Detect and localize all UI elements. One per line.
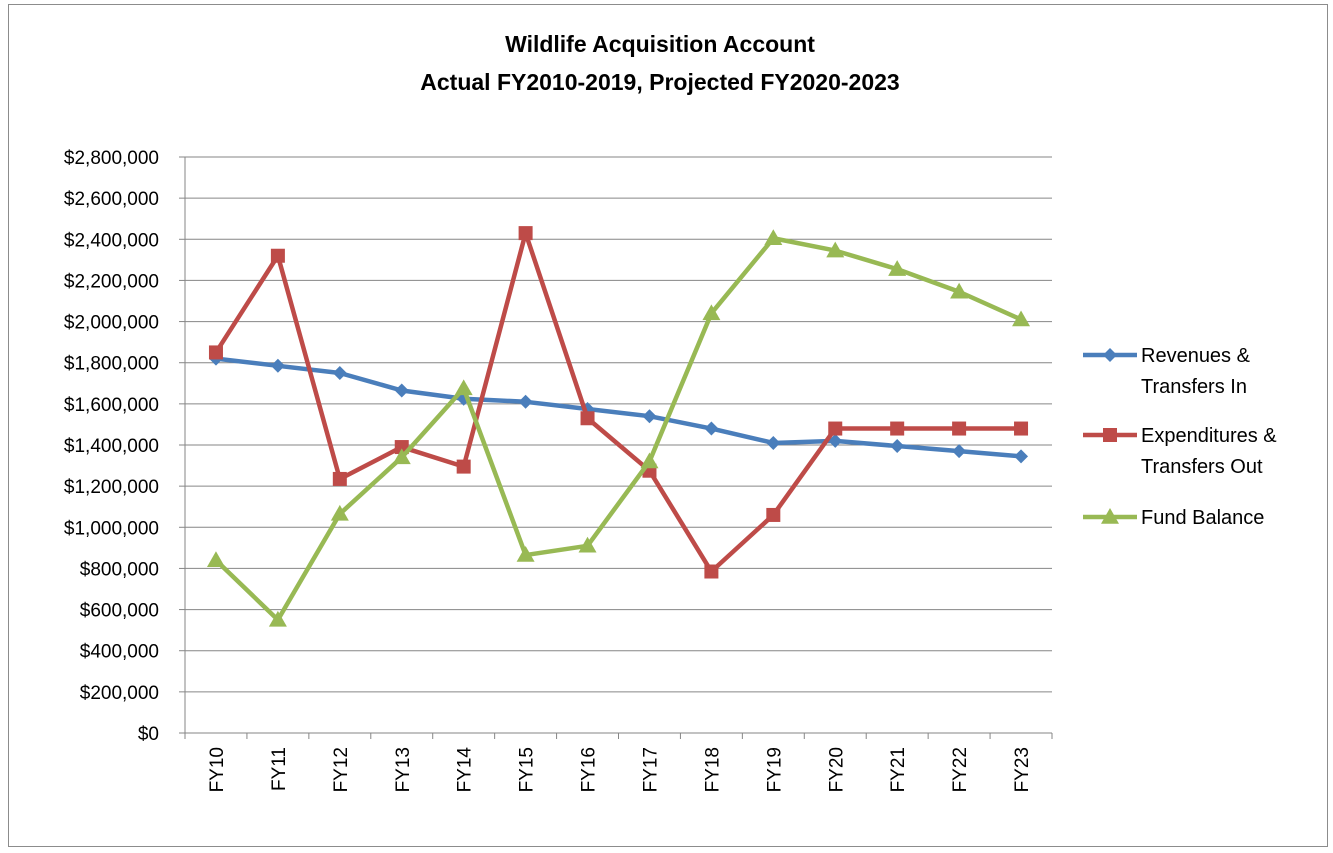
y-tick-label: $200,000	[80, 683, 159, 704]
series-0	[208, 351, 1029, 464]
x-tick-label: FY13	[393, 747, 414, 792]
data-point-triangle	[392, 448, 411, 465]
data-point-square	[456, 459, 471, 474]
x-tick-label: FY11	[269, 747, 290, 791]
legend-entry: Revenues & Transfers In	[1083, 345, 1251, 398]
legend: Revenues & Transfers In Expenditures & Tran…	[1083, 345, 1277, 529]
x-axis: FY10 FY11 FY12 FY13 FY14 FY15 FY16 FY17 FY18 FY19…	[184, 733, 1053, 793]
legend-label: Fund Balance	[1141, 507, 1264, 529]
data-point-triangle	[516, 546, 535, 562]
data-point-square	[580, 411, 595, 426]
data-point-triangle	[640, 452, 659, 469]
legend-label: Transfers Out	[1141, 456, 1263, 478]
data-point-square	[828, 421, 843, 436]
data-point-diamond	[952, 444, 967, 459]
x-tick-label: FY12	[331, 747, 352, 792]
data-point-triangle	[764, 229, 783, 246]
data-point-triangle	[1012, 310, 1031, 327]
chart-title-line-1: Wildlife Acquisition Account	[505, 31, 815, 57]
data-point-diamond	[766, 435, 781, 450]
y-tick-label: $2,400,000	[64, 230, 159, 251]
x-tick-label: FY20	[826, 747, 847, 792]
legend-label: Transfers In	[1141, 376, 1247, 398]
data-point-diamond	[890, 439, 905, 454]
chart-title-line-2: Actual FY2010-2019, Projected FY2020-202…	[420, 69, 899, 95]
legend-label: Revenues &	[1141, 345, 1251, 367]
chart-title: Wildlife Acquisition Account Actual FY20…	[420, 31, 899, 95]
data-point-diamond	[518, 394, 533, 409]
data-point-triangle	[206, 551, 225, 567]
data-point-diamond	[704, 421, 719, 436]
data-point-diamond	[332, 366, 347, 380]
data-point-square	[1103, 428, 1117, 442]
y-tick-label: $1,800,000	[64, 354, 159, 375]
data-point-square	[890, 421, 905, 436]
gridlines	[185, 156, 1052, 734]
data-point-diamond	[394, 383, 409, 398]
series-line	[215, 356, 1022, 459]
y-tick-label: $1,000,000	[64, 518, 159, 539]
x-tick-label: FY19	[764, 747, 785, 792]
data-point-diamond	[1103, 348, 1117, 362]
legend-label: Expenditures &	[1141, 425, 1277, 447]
data-point-square	[270, 248, 285, 263]
plot-area	[206, 226, 1031, 627]
data-point-square	[208, 345, 223, 360]
data-point-triangle	[702, 304, 721, 321]
data-point-triangle	[268, 610, 287, 627]
legend-entry: Expenditures & Transfers Out	[1083, 425, 1277, 478]
data-point-diamond	[828, 433, 843, 448]
x-tick-label: FY18	[702, 747, 723, 792]
x-tick-label: FY22	[950, 747, 971, 792]
y-tick-label: $1,600,000	[64, 395, 159, 416]
data-point-triangle	[578, 536, 597, 553]
y-axis: $0 $200,000 $400,000 $600,000 $800,000 $1,000…	[64, 148, 186, 745]
data-point-square	[952, 421, 967, 436]
data-point-square	[704, 564, 719, 579]
y-tick-label: $2,800,000	[64, 148, 159, 169]
data-point-triangle	[454, 379, 473, 396]
x-tick-label: FY21	[888, 747, 909, 792]
data-point-square	[332, 471, 347, 486]
x-tick-label: FY15	[517, 747, 538, 792]
x-tick-label: FY17	[640, 747, 661, 792]
y-tick-label: $600,000	[80, 601, 159, 622]
y-tick-label: $400,000	[80, 642, 159, 663]
y-tick-label: $0	[138, 724, 159, 745]
data-point-triangle	[330, 504, 349, 521]
data-point-square	[766, 507, 781, 522]
series-line	[214, 230, 1022, 574]
y-tick-label: $800,000	[80, 559, 159, 580]
x-tick-label: FY16	[579, 747, 600, 792]
x-tick-label: FY10	[207, 747, 228, 792]
x-tick-label: FY23	[1012, 747, 1033, 792]
data-point-diamond	[1014, 449, 1029, 464]
data-point-triangle	[1101, 508, 1119, 524]
data-point-diamond	[642, 409, 657, 424]
data-point-triangle	[950, 282, 969, 299]
data-point-square	[1014, 421, 1029, 436]
y-tick-label: $1,400,000	[64, 436, 159, 457]
y-tick-label: $2,200,000	[64, 271, 159, 292]
series-2	[206, 229, 1031, 627]
y-tick-label: $2,600,000	[64, 189, 159, 210]
chart-frame	[8, 4, 1328, 847]
data-point-square	[518, 226, 533, 241]
y-tick-label: $2,000,000	[64, 313, 159, 334]
legend-entry: Fund Balance	[1083, 507, 1264, 529]
data-point-triangle	[888, 260, 907, 276]
data-point-diamond	[270, 358, 285, 373]
x-tick-label: FY14	[455, 747, 476, 793]
y-tick-label: $1,200,000	[64, 477, 159, 498]
data-point-triangle	[826, 241, 845, 258]
series-line	[214, 236, 1022, 623]
